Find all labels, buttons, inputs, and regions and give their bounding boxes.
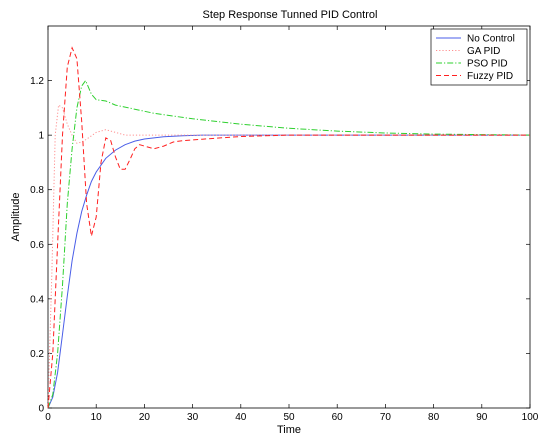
x-tick-label: 30 (187, 412, 199, 423)
x-tick-label: 80 (428, 412, 440, 423)
x-tick-label: 20 (139, 412, 151, 423)
series-line-fuzzy-pid (47, 46, 530, 409)
x-tick-label: 70 (380, 412, 392, 423)
legend-label: PSO PID (467, 59, 508, 70)
plot-area (47, 25, 531, 409)
y-tick-label: 0.4 (30, 294, 44, 305)
y-tick-label: 1.2 (30, 76, 44, 87)
legend-label: Fuzzy PID (467, 71, 513, 82)
y-tick-label: 0.6 (30, 240, 44, 251)
axes: 0 10 20 30 40 50 60 70 80 90 100 0 0.2 0.4 0.6 0.8 1 1.2 (30, 26, 539, 423)
series-line-ga-pid (47, 104, 530, 409)
legend-label: No Control (467, 34, 515, 45)
y-axis-label: Amplitude (10, 193, 22, 242)
series-line-no-control (47, 134, 530, 409)
x-tick-label: 40 (235, 412, 247, 423)
y-tick-label: 0.8 (30, 185, 44, 196)
legend-label: GA PID (467, 46, 500, 57)
x-tick-label: 50 (283, 412, 295, 423)
x-tick-label: 10 (91, 412, 103, 423)
x-tick-label: 60 (332, 412, 344, 423)
series-layer (47, 46, 531, 409)
x-tick-label: 0 (45, 412, 51, 423)
x-tick-label: 100 (522, 412, 539, 423)
series-line-pso-pid (47, 79, 531, 409)
x-axis-label: Time (277, 424, 301, 436)
y-tick-label: 1 (38, 131, 44, 142)
chart-title: Step Response Tunned PID Control (203, 9, 378, 21)
y-tick-label: 0.2 (30, 349, 44, 360)
x-tick-label: 90 (476, 412, 488, 423)
y-tick-label: 0 (38, 404, 44, 415)
